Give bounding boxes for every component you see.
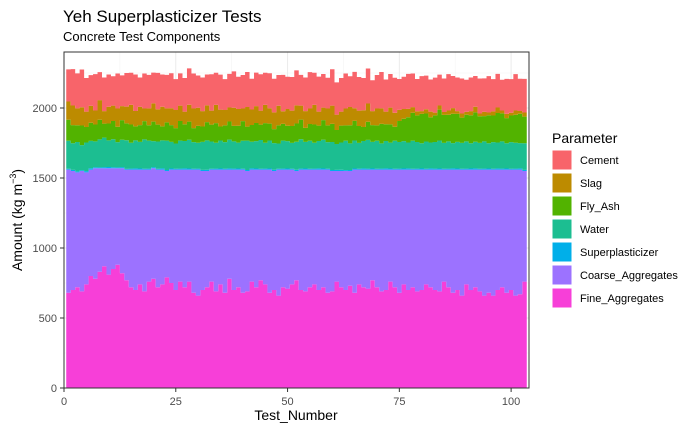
legend-label-coarse-aggregates: Coarse_Aggregates <box>580 270 678 282</box>
legend-label-cement: Cement <box>580 155 619 167</box>
y-tick-label: 1000 <box>33 243 57 255</box>
legend-label-fly-ash: Fly_Ash <box>580 201 620 213</box>
axes: 0 500 1000 1500 2000 0 25 50 75 100 <box>33 103 521 408</box>
x-tick-label: 50 <box>281 396 293 408</box>
y-tick-label: 1500 <box>33 173 57 185</box>
legend-swatch-fly-ash <box>551 195 573 217</box>
legend: Parameter Cement Slag Fly_Ash Water Superpla… <box>551 130 678 309</box>
legend-swatch-cement <box>551 149 573 171</box>
chart-subtitle: Concrete Test Components <box>63 29 221 44</box>
series-area-superplasticizer <box>66 166 527 173</box>
series-area-cement <box>66 68 527 115</box>
y-axis-label: Amount (kg m−3) <box>8 169 25 271</box>
plot-border <box>63 51 530 389</box>
y-tick-label: 500 <box>39 313 57 325</box>
data-layer <box>66 68 527 388</box>
legend-label-slag: Slag <box>580 178 602 190</box>
y-axis-label-main: Amount (kg m <box>9 184 25 271</box>
y-tick-label: 0 <box>51 383 57 395</box>
legend-swatch-water <box>551 218 573 240</box>
y-axis-label-tail: ) <box>9 169 25 174</box>
y-axis-label-sup: −3 <box>8 174 18 184</box>
legend-swatch-fine-aggregates <box>551 287 573 309</box>
x-tick-label: 75 <box>393 396 405 408</box>
x-tick-label: 25 <box>170 396 182 408</box>
legend-title: Parameter <box>552 130 618 146</box>
series-area-slag <box>66 100 527 130</box>
legend-swatch-slag <box>551 172 573 194</box>
y-tick-label: 2000 <box>33 103 57 115</box>
series-area-coarse-aggregates <box>66 168 527 296</box>
x-tick-label: 0 <box>61 396 67 408</box>
series-area-fine-aggregates <box>66 264 527 388</box>
legend-swatch-coarse-aggregates <box>551 264 573 286</box>
legend-label-fine-aggregates: Fine_Aggregates <box>580 293 664 305</box>
x-tick-label: 100 <box>502 396 520 408</box>
legend-swatch-superplasticizer <box>551 241 573 263</box>
x-axis-label: Test_Number <box>254 407 338 423</box>
legend-label-water: Water <box>580 224 609 236</box>
series-area-water <box>66 137 527 172</box>
chart-title: Yeh Superplasticizer Tests <box>63 7 261 26</box>
legend-label-superplasticizer: Superplasticizer <box>580 247 659 259</box>
series-area-fly-ash <box>66 109 527 146</box>
